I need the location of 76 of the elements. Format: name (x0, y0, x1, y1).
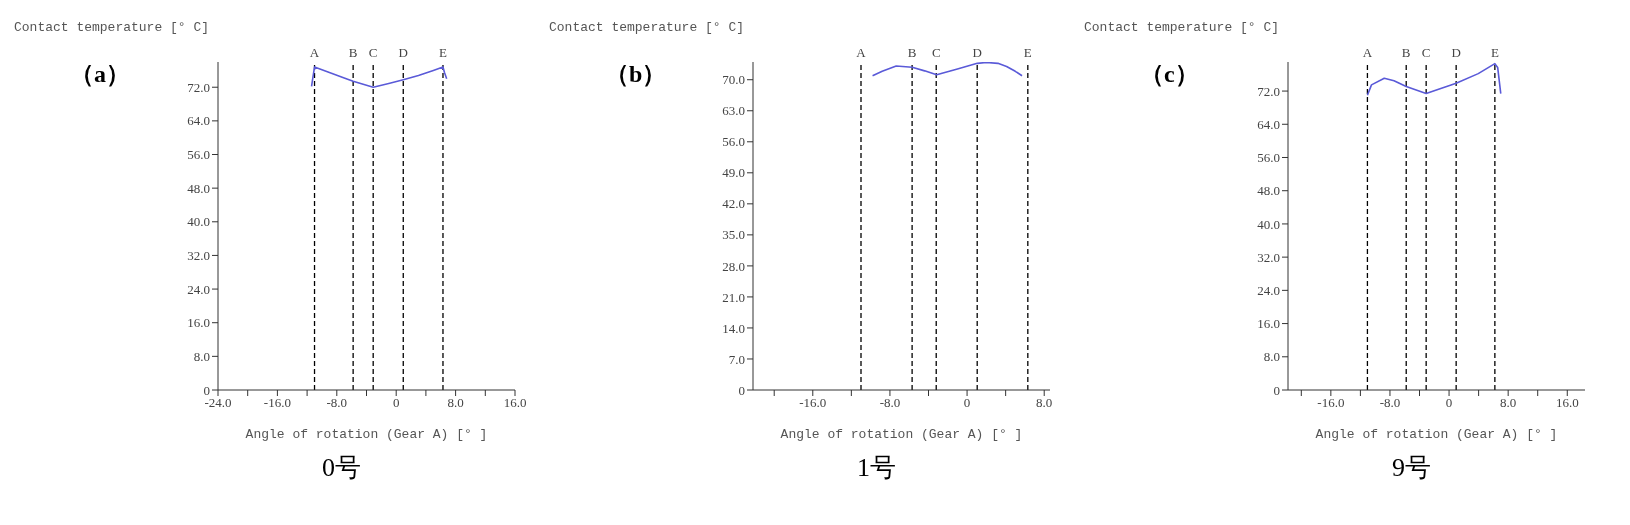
x-axis-title: Angle of rotation (Gear A) [° ] (780, 427, 1023, 442)
x-tick-label: 8.0 (447, 395, 464, 411)
ref-line-label: B (1401, 45, 1411, 60)
x-tick-label: 8.0 (1036, 395, 1053, 411)
ref-line-label: C (1421, 45, 1431, 60)
y-axis-title: Contact temperature [° C] (14, 20, 210, 35)
y-tick-label: 16.0 (187, 315, 210, 331)
ref-line-label: B (348, 45, 358, 60)
y-tick-label: 0 (1273, 382, 1280, 398)
ref-line-label: C (368, 45, 378, 60)
x-tick-label: -16.0 (1317, 395, 1345, 411)
x-tick-label: 0 (392, 395, 400, 411)
chart-title: （b） (605, 60, 667, 89)
ref-line-label: E (439, 45, 447, 60)
y-tick-label: 70.0 (722, 72, 745, 88)
x-tick-label: 8.0 (1500, 395, 1517, 411)
y-tick-label: 24.0 (187, 281, 210, 297)
y-tick-label: 56.0 (187, 147, 210, 163)
y-tick-label: 56.0 (1257, 150, 1280, 166)
y-tick-label: 0 (738, 382, 745, 398)
ref-line-label: A (309, 45, 320, 60)
y-tick-label: 63.0 (722, 103, 745, 119)
y-tick-label: 8.0 (193, 348, 210, 364)
x-axis-title: Angle of rotation (Gear A) [° ] (245, 427, 488, 442)
ref-line-label: B (907, 45, 917, 60)
y-tick-label: 24.0 (1257, 282, 1280, 298)
x-tick-label: 16.0 (503, 395, 527, 411)
y-tick-label: 40.0 (1257, 216, 1280, 232)
y-tick-label: 49.0 (722, 165, 745, 181)
y-tick-label: 14.0 (722, 320, 745, 336)
y-tick-label: 0 (203, 382, 210, 398)
x-tick-label: 0 (1445, 395, 1453, 411)
ref-line-label: E (1023, 45, 1032, 60)
y-tick-label: 48.0 (187, 180, 210, 196)
y-axis-title: Contact temperature [° C] (549, 20, 745, 35)
x-tick-label: -8.0 (1379, 395, 1401, 411)
y-tick-label: 16.0 (1257, 316, 1280, 332)
y-tick-label: 64.0 (187, 113, 210, 129)
x-tick-label: 16.0 (1555, 395, 1579, 411)
text: 0号 (321, 452, 362, 484)
x-tick-label: -8.0 (326, 395, 348, 411)
line-series (871, 62, 1023, 77)
y-tick-label: 8.0 (1263, 349, 1280, 365)
text: 1号 (856, 452, 897, 484)
y-axis-title: Contact temperature [° C] (1084, 20, 1280, 35)
x-tick-label: -16.0 (799, 395, 827, 411)
y-tick-label: 48.0 (1257, 183, 1280, 199)
x-tick-label: -8.0 (879, 395, 901, 411)
ref-line-label: C (931, 45, 941, 60)
y-tick-label: 56.0 (722, 134, 745, 150)
y-tick-label: 72.0 (1257, 83, 1280, 99)
ref-line-label: D (398, 45, 408, 60)
y-tick-label: 32.0 (1257, 249, 1280, 265)
text: 9号 (1391, 452, 1432, 484)
ref-line-label: D (972, 45, 982, 60)
ref-line-label: A (856, 45, 867, 60)
y-tick-label: 72.0 (187, 79, 210, 95)
y-tick-label: 40.0 (187, 214, 210, 230)
y-tick-label: 21.0 (722, 289, 745, 305)
y-tick-label: 32.0 (187, 248, 210, 264)
y-tick-label: 7.0 (728, 351, 745, 367)
y-tick-label: 35.0 (722, 227, 745, 243)
x-tick-label: -16.0 (263, 395, 291, 411)
y-tick-label: 42.0 (722, 196, 745, 212)
line-series (1366, 62, 1502, 97)
chart-title: （a） (70, 60, 130, 89)
x-tick-label: 0 (963, 395, 971, 411)
ref-line-label: D (1451, 45, 1461, 60)
line-series (310, 66, 448, 89)
ref-line-label: E (1490, 45, 1499, 60)
x-axis-title: Angle of rotation (Gear A) [° ] (1315, 427, 1558, 442)
chart-title: （c） (1140, 60, 1199, 89)
y-tick-label: 28.0 (722, 258, 745, 274)
x-tick-label: -24.0 (204, 395, 232, 411)
y-tick-label: 64.0 (1257, 116, 1280, 132)
ref-line-label: A (1362, 45, 1373, 60)
